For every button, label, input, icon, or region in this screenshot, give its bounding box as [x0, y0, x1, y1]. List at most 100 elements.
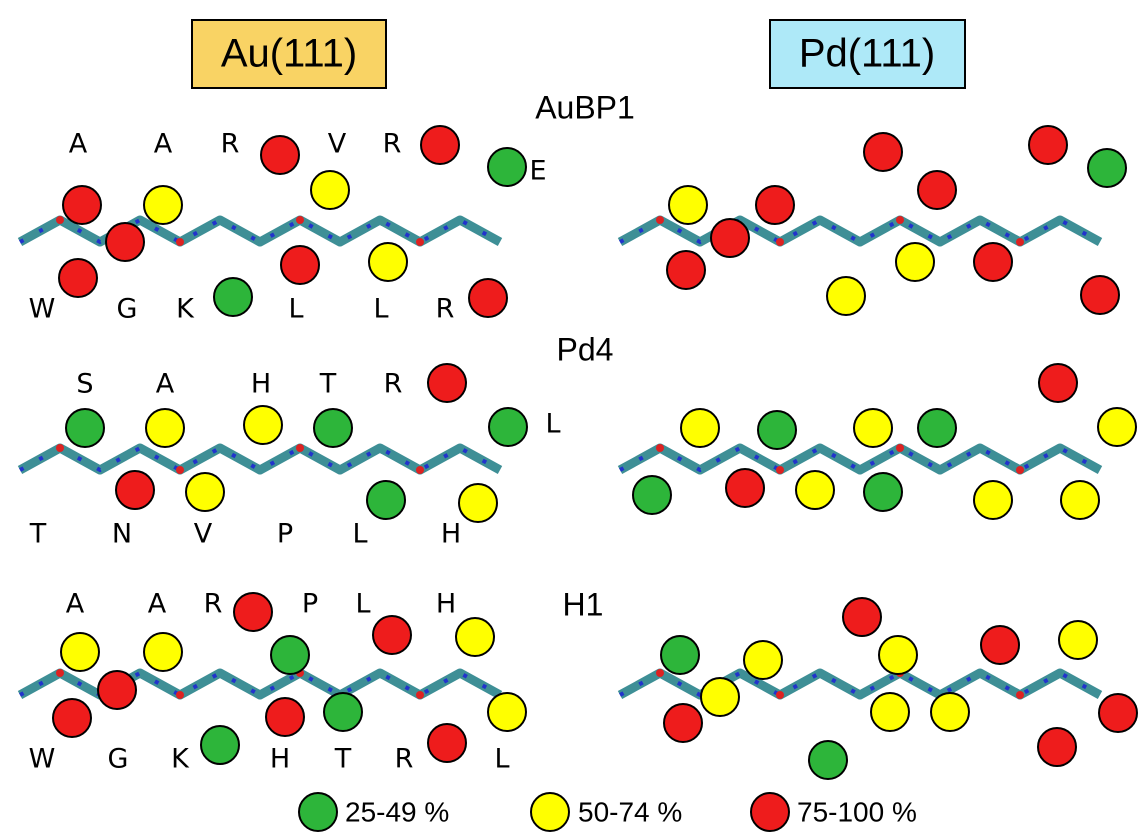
residue-label: T	[319, 369, 337, 400]
atom	[776, 466, 784, 474]
atom	[56, 669, 64, 677]
legend-label: 50-74 %	[578, 796, 682, 827]
contact-circle	[1061, 481, 1099, 519]
contact-circle	[469, 279, 507, 317]
contact-circle	[1038, 728, 1076, 766]
residue-label: R	[383, 129, 402, 160]
contact-circle	[664, 704, 702, 742]
contact-circle	[144, 186, 182, 224]
header: Au(111)	[221, 32, 357, 76]
contact-circle	[1081, 276, 1119, 314]
contact-circle	[796, 471, 834, 509]
contact-circle	[1039, 364, 1077, 402]
residue-label: E	[529, 156, 546, 187]
residue-label: P	[277, 519, 293, 550]
contact-circle	[281, 246, 319, 284]
contact-circle	[1059, 621, 1097, 659]
contact-circle	[701, 678, 739, 716]
contact-circle	[1029, 126, 1067, 164]
residue-label: L	[373, 294, 388, 325]
residue-label: V	[194, 519, 213, 550]
residue-label: R	[395, 744, 414, 775]
contact-circle	[244, 406, 282, 444]
residue-label: H	[270, 744, 290, 775]
contact-circle	[59, 259, 97, 297]
atom	[896, 216, 904, 224]
contact-circle	[489, 408, 527, 446]
residue-label: L	[352, 519, 367, 550]
contact-circle	[234, 593, 272, 631]
contact-circle	[488, 693, 526, 731]
contact-circle	[421, 126, 459, 164]
contact-circle	[758, 411, 796, 449]
contact-circle	[896, 243, 934, 281]
atom	[176, 691, 184, 699]
contact-circle	[1099, 694, 1137, 732]
peptide-name: AuBP1	[535, 89, 635, 125]
atom	[1016, 238, 1024, 246]
residue-label: G	[117, 294, 138, 325]
contact-circle	[369, 243, 407, 281]
legend-swatch	[751, 793, 789, 831]
residue-label: R	[221, 129, 240, 160]
residue-label: T	[334, 744, 352, 775]
atom	[656, 669, 664, 677]
contact-circle	[266, 698, 304, 736]
atom	[656, 216, 664, 224]
contact-circle	[981, 626, 1019, 664]
residue-label: K	[171, 744, 190, 775]
peptide-name: H1	[563, 586, 604, 622]
residue-label: H	[436, 589, 456, 620]
contact-circle	[918, 171, 956, 209]
contact-circle	[974, 481, 1012, 519]
contact-circle	[879, 636, 917, 674]
contact-circle	[66, 409, 104, 447]
residue-label: G	[108, 744, 129, 775]
residue-label: N	[112, 519, 132, 550]
contact-circle	[681, 409, 719, 447]
contact-circle	[53, 699, 91, 737]
contact-circle	[214, 278, 252, 316]
contact-circle	[809, 741, 847, 779]
contact-circle	[488, 148, 526, 186]
contact-circle	[201, 726, 239, 764]
contact-circle	[864, 473, 902, 511]
peptide-name: Pd4	[557, 331, 614, 367]
contact-circle	[63, 186, 101, 224]
residue-label: R	[436, 294, 455, 325]
contact-circle	[843, 598, 881, 636]
residue-label: H	[251, 369, 271, 400]
contact-circle	[428, 364, 466, 402]
legend-label: 75-100 %	[797, 796, 917, 827]
atom	[416, 691, 424, 699]
contact-circle	[428, 724, 466, 762]
residue-label: T	[29, 519, 47, 550]
residue-label: W	[29, 744, 56, 775]
contact-circle	[367, 481, 405, 519]
residue-label: K	[176, 294, 195, 325]
atom	[176, 466, 184, 474]
residue-label: V	[328, 129, 347, 160]
residue-label: R	[204, 589, 223, 620]
atom	[56, 444, 64, 452]
atom	[56, 216, 64, 224]
contact-circle	[744, 641, 782, 679]
atom	[176, 238, 184, 246]
residue-label: S	[76, 369, 93, 400]
contact-circle	[669, 186, 707, 224]
legend-swatch	[299, 793, 337, 831]
residue-label: L	[545, 409, 560, 440]
contact-circle	[1098, 408, 1136, 446]
residue-label: L	[494, 744, 509, 775]
contact-circle	[116, 471, 154, 509]
residue-label: A	[66, 589, 85, 620]
contact-circle	[61, 633, 99, 671]
contact-circle	[324, 693, 362, 731]
residue-label: L	[355, 589, 370, 620]
atom	[776, 238, 784, 246]
residue-label: H	[441, 519, 461, 550]
contact-circle	[667, 251, 705, 289]
residue-label: W	[29, 294, 56, 325]
contact-circle	[854, 409, 892, 447]
contact-circle	[1088, 149, 1126, 187]
